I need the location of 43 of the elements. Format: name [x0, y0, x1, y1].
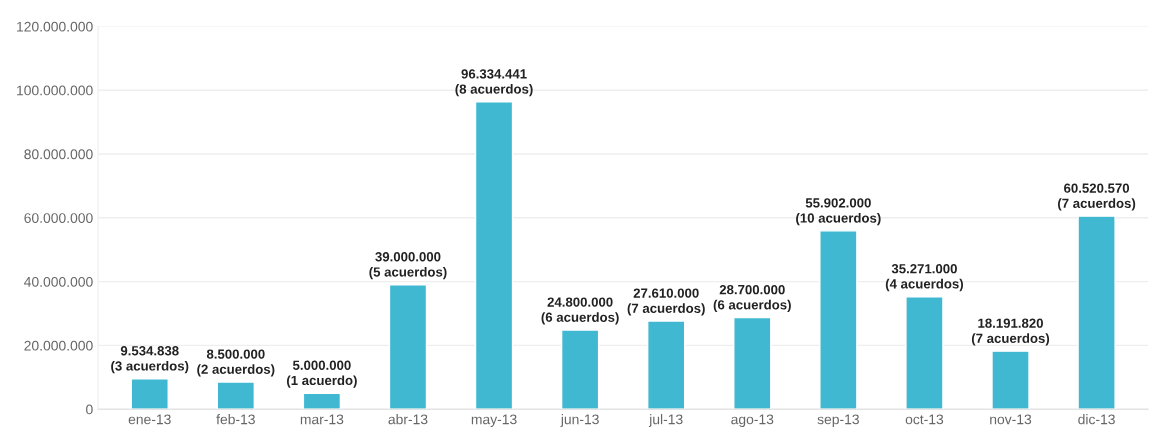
y-tick-label: 0	[86, 404, 93, 415]
bar	[474, 101, 514, 410]
x-tick-label: jun-13	[560, 414, 599, 428]
x-tick-label: sep-13	[817, 414, 859, 428]
x-tick-label: oct-13	[905, 414, 944, 425]
x-tick-label: ene-13	[128, 414, 171, 425]
bar	[560, 329, 600, 410]
data-label: 96.334.441 (8 acuerdos)	[455, 69, 533, 97]
x-tick-label: ago-13	[731, 414, 774, 428]
data-label: 5.000.000 (1 acuerdo)	[286, 360, 357, 388]
x-tick-label: nov-13	[990, 414, 1032, 425]
data-label: 9.534.838 (3 acuerdos)	[111, 346, 189, 374]
data-label: 55.902.000 (10 acuerdos)	[796, 198, 881, 226]
y-tick-label: 80.000.000	[24, 149, 93, 160]
x-tick-label: jul-13	[648, 414, 683, 428]
data-label: 39.000.000 (5 acuerdos)	[369, 252, 447, 280]
data-label: 35.271.000 (4 acuerdos)	[885, 264, 964, 292]
data-label: 8.500.000 (2 acuerdos)	[197, 349, 275, 377]
x-tick-label: abr-13	[388, 414, 428, 425]
y-tick-label: 100.000.000	[17, 85, 93, 96]
data-label: 27.610.000 (7 acuerdos)	[627, 288, 705, 316]
bar	[1077, 215, 1116, 410]
y-tick-label: 40.000.000	[24, 276, 93, 287]
bar	[130, 378, 169, 410]
x-tick-label: feb-13	[216, 414, 255, 425]
bar	[819, 230, 858, 410]
bar	[733, 316, 772, 410]
bar	[646, 320, 686, 410]
bar	[991, 350, 1030, 410]
data-label: 18.191.820 (7 acuerdos)	[971, 318, 1050, 346]
bar	[905, 295, 944, 410]
y-tick-label: 60.000.000	[24, 213, 93, 223]
data-label: 24.800.000 (6 acuerdos)	[541, 297, 619, 325]
data-label: 60.520.570 (7 acuerdos)	[1058, 183, 1136, 211]
x-tick-label: may-13	[471, 414, 517, 428]
bar	[388, 284, 428, 410]
bar	[302, 392, 342, 410]
x-tick-label: mar-13	[300, 414, 344, 425]
y-tick-label: 120.000.000	[17, 21, 93, 32]
bar	[216, 381, 256, 410]
y-tick-label: 20.000.000	[24, 340, 93, 351]
x-tick-label: dic-13	[1078, 414, 1115, 425]
data-label: 28.700.000 (6 acuerdos)	[713, 284, 791, 313]
